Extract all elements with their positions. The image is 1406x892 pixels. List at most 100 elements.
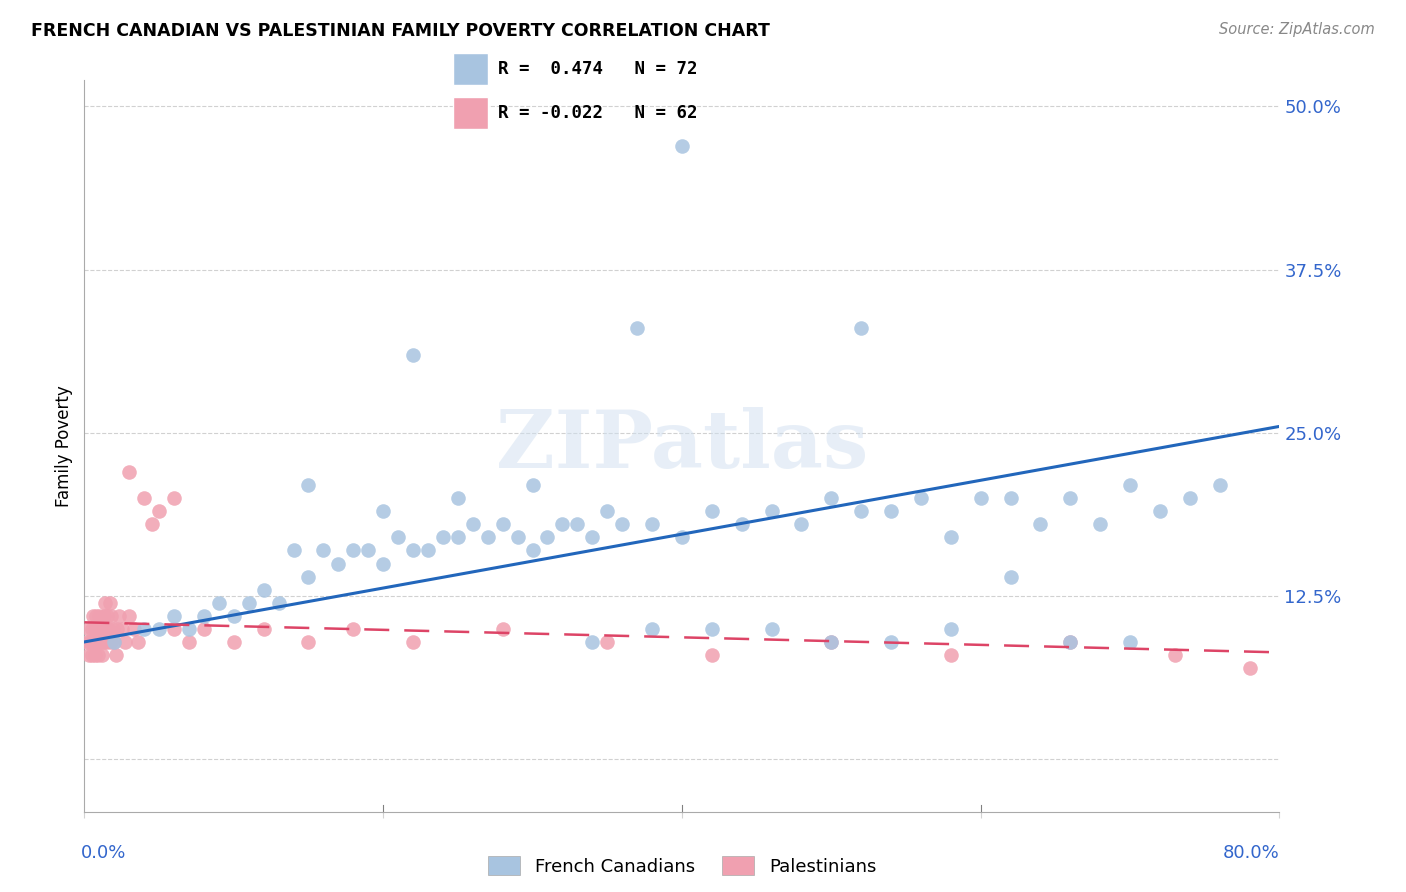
Point: [700, 504, 723, 518]
Text: ZIPatlas: ZIPatlas: [496, 407, 868, 485]
Point: [86, 635, 108, 649]
Point: [522, 543, 544, 558]
Point: [83, 648, 105, 662]
Point: [387, 530, 409, 544]
Point: [132, 622, 156, 636]
Point: [177, 622, 200, 636]
Point: [96, 608, 118, 623]
Point: [111, 622, 134, 636]
Point: [1119, 635, 1142, 649]
Point: [626, 321, 648, 335]
Point: [1209, 478, 1232, 492]
Point: [939, 648, 962, 662]
Point: [77, 622, 100, 636]
Point: [283, 543, 305, 558]
Point: [101, 622, 124, 636]
Point: [851, 321, 873, 335]
Point: [671, 530, 693, 544]
Point: [103, 635, 125, 649]
Point: [193, 622, 215, 636]
Point: [83, 622, 105, 636]
Point: [402, 543, 425, 558]
Point: [551, 517, 574, 532]
Legend: French Canadians, Palestinians: French Canadians, Palestinians: [488, 856, 876, 876]
Point: [970, 491, 993, 506]
Text: 0.0%: 0.0%: [82, 845, 127, 863]
Point: [581, 635, 603, 649]
Point: [641, 517, 664, 532]
FancyBboxPatch shape: [453, 53, 488, 85]
Point: [1000, 569, 1022, 583]
Point: [910, 491, 932, 506]
Point: [118, 608, 141, 623]
Point: [297, 569, 319, 583]
Point: [373, 504, 395, 518]
Point: [90, 622, 112, 636]
Point: [581, 530, 603, 544]
Point: [820, 491, 842, 506]
Point: [118, 465, 141, 479]
Point: [1164, 648, 1187, 662]
Point: [82, 608, 104, 623]
Point: [700, 648, 723, 662]
Point: [148, 622, 170, 636]
Point: [77, 648, 100, 662]
Point: [731, 517, 754, 532]
Point: [80, 648, 103, 662]
Point: [612, 517, 634, 532]
Point: [98, 596, 121, 610]
Point: [222, 608, 245, 623]
Point: [163, 608, 186, 623]
Point: [238, 596, 260, 610]
Point: [253, 582, 276, 597]
Y-axis label: Family Poverty: Family Poverty: [55, 385, 73, 507]
Point: [94, 622, 117, 636]
Point: [402, 635, 425, 649]
Point: [297, 635, 319, 649]
Point: [80, 622, 103, 636]
Point: [100, 635, 122, 649]
Point: [761, 622, 783, 636]
Point: [851, 504, 873, 518]
Point: [141, 517, 163, 532]
Point: [596, 504, 619, 518]
Point: [86, 608, 108, 623]
Point: [820, 635, 842, 649]
Point: [253, 622, 276, 636]
Point: [1178, 491, 1201, 506]
Point: [1059, 635, 1081, 649]
Point: [880, 635, 903, 649]
Point: [596, 635, 619, 649]
Point: [641, 622, 664, 636]
Point: [89, 622, 111, 636]
Point: [820, 635, 842, 649]
Point: [222, 635, 245, 649]
Point: [357, 543, 380, 558]
Point: [477, 530, 499, 544]
Point: [1059, 491, 1081, 506]
Point: [104, 648, 127, 662]
Point: [1119, 478, 1142, 492]
Point: [89, 635, 111, 649]
Point: [1000, 491, 1022, 506]
Point: [79, 635, 101, 649]
Point: [536, 530, 558, 544]
Point: [100, 608, 122, 623]
Point: [700, 622, 723, 636]
Point: [114, 635, 136, 649]
Point: [90, 635, 112, 649]
Point: [76, 635, 98, 649]
Point: [91, 648, 114, 662]
Point: [93, 635, 115, 649]
Point: [416, 543, 439, 558]
Point: [1029, 517, 1052, 532]
Point: [96, 635, 118, 649]
Point: [193, 608, 215, 623]
Point: [506, 530, 529, 544]
Point: [342, 622, 364, 636]
Point: [567, 517, 589, 532]
Point: [492, 622, 515, 636]
Point: [163, 491, 186, 506]
Point: [89, 608, 111, 623]
Point: [939, 622, 962, 636]
